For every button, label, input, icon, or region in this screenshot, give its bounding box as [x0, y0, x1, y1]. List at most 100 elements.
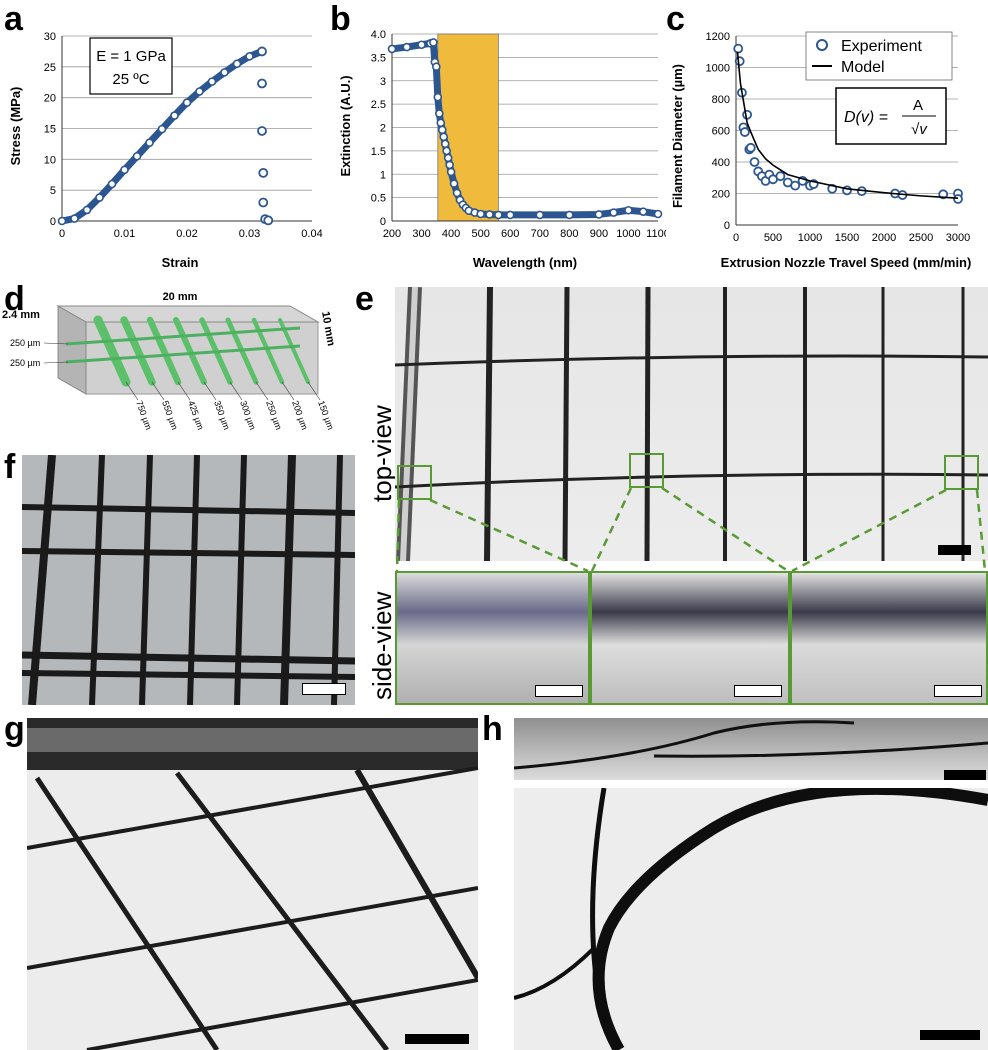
chart-a-point — [57, 216, 67, 226]
chart-b-ytick-label: 0 — [380, 216, 386, 228]
chart-a-point — [257, 78, 267, 89]
channel-row-2 — [65, 344, 301, 364]
chart-c-point — [790, 180, 801, 191]
chart-c-legend-label-experiment: Experiment — [841, 38, 922, 55]
chart-b-xtick-label: 800 — [560, 228, 578, 240]
chart-c-ytick-label: 600 — [712, 126, 730, 138]
scale-bar-h-bottom — [920, 1030, 980, 1040]
chart-c-legend-box — [805, 31, 953, 81]
chart-b-ytick-label: 1 — [380, 169, 386, 181]
channel-leader — [125, 381, 139, 401]
chart-b-ytick-label: 2 — [380, 123, 386, 135]
chart-c-equation-numerator: A — [913, 97, 923, 114]
chart-b-point — [452, 188, 462, 198]
chart-b-ytick-label: 0.5 — [371, 193, 386, 205]
chart-c-legend-label-model: Model — [841, 59, 885, 76]
zoom-box-right — [944, 455, 979, 490]
chart-a-ytick-label: 20 — [44, 93, 56, 105]
chart-a-xtick-label: 0.03 — [239, 228, 260, 240]
panel-h-bottom-vessels — [514, 788, 988, 1050]
panel-h-top-vessels — [514, 720, 988, 770]
chart-b-point — [429, 38, 438, 47]
chart-a-point — [257, 126, 267, 136]
chart-a-xtick-label: 0.04 — [301, 228, 322, 240]
chart-a-point — [232, 59, 242, 69]
chart-c-xlabel: Extrusion Nozzle Travel Speed (mm/min) — [721, 255, 972, 270]
panel-g-grid — [27, 718, 478, 1050]
chart-b-point — [505, 210, 515, 220]
chart-a-ticks: 0 5 10 15 20 25 30 0 0.01 0.02 0.03 0.04 — [44, 31, 323, 240]
chart-a-point — [258, 167, 269, 178]
chart-a-point — [145, 138, 154, 147]
chart-b-xtick-label: 200 — [383, 228, 401, 240]
chart-a-point — [257, 46, 267, 57]
chart-b-point — [449, 179, 459, 188]
chart-b-xtick-label: 500 — [471, 228, 489, 240]
channel-column — [146, 316, 182, 386]
chart-a-point — [157, 124, 167, 134]
chart-a-point — [263, 215, 274, 226]
channel-column — [173, 317, 207, 385]
chart-c-xtick-label: 1000 — [798, 232, 822, 244]
chart-b-xtick-label: 600 — [501, 228, 519, 240]
panel-letter-e: e — [355, 280, 374, 318]
chart-b-xtick-label: 300 — [412, 228, 430, 240]
chart-a-annotation-line-1: E = 1 GPa — [96, 48, 166, 65]
block-left-face — [57, 305, 87, 395]
chart-a-stress-strain: 0 5 10 15 20 25 30 0 0.01 0.02 0.03 0.04 Strain Str… — [8, 31, 323, 270]
chart-b-point — [432, 62, 441, 72]
row-leader-1 — [43, 342, 69, 345]
chart-a-ylabel: Stress (MPa) — [8, 87, 23, 166]
panel-letter-g: g — [4, 710, 25, 748]
chart-a-point — [258, 197, 269, 208]
chart-a-annotation-box — [89, 37, 173, 95]
chart-a-point — [107, 179, 117, 189]
chart-c-ytick-label: 1200 — [706, 31, 730, 43]
chart-a-xtick-label: 0.01 — [114, 228, 135, 240]
chart-a-ytick-label: 15 — [44, 124, 56, 136]
chart-b-point — [494, 210, 503, 220]
row-label-1: 250 µm — [10, 338, 40, 348]
chart-b-ytick-label: 4.0 — [371, 29, 386, 41]
chart-b-extinction: 0 0.5 1 1.5 2 2.5 3 3.5 4.0 200 300 400 500 600 700 800… — [338, 29, 666, 270]
chart-c-equation-denominator: √v — [911, 121, 928, 138]
chart-a-ytick-label: 5 — [50, 185, 56, 197]
panel-letter-f: f — [4, 448, 16, 486]
chart-a-xtick-label: 0.02 — [176, 228, 197, 240]
channel-leader — [229, 381, 243, 401]
dim-width-label: 20 mm — [163, 291, 198, 303]
scale-bar-f — [302, 683, 346, 695]
chart-a-point — [120, 165, 129, 175]
zoom-box-middle — [629, 453, 664, 488]
chart-c-point — [938, 189, 949, 200]
chart-b-point — [402, 42, 412, 52]
chart-b-point — [565, 210, 574, 220]
chart-c-point — [953, 194, 963, 204]
chart-b-xtick-label: 400 — [442, 228, 460, 240]
panel-letter-d: d — [4, 280, 25, 318]
panel-letter-b: b — [330, 0, 351, 38]
panel-letter-c: c — [666, 0, 685, 38]
chart-c-point — [739, 127, 750, 137]
scale-bar-side-3 — [934, 685, 982, 697]
chart-a-marks — [57, 46, 274, 226]
scale-bar-e-top — [938, 545, 971, 555]
chart-a-point — [170, 111, 179, 120]
chart-b-xtick-label: 1100 — [646, 228, 666, 240]
chart-b-point — [485, 210, 494, 219]
chart-a-ytick-label: 30 — [44, 31, 56, 43]
chart-c-legend-marker-experiment — [816, 39, 828, 51]
channel-leader — [151, 381, 165, 401]
chart-b-ylabel: Extinction (A.U.) — [338, 75, 353, 176]
channel-leader — [177, 381, 191, 401]
chart-a-xlabel: Strain — [162, 255, 199, 270]
channel-leader — [307, 381, 321, 401]
scale-bar-g — [405, 1034, 469, 1044]
chart-a-point — [220, 68, 229, 77]
chart-b-point — [594, 210, 604, 219]
chart-c-equation-lhs: D(v) = — [844, 109, 888, 126]
chart-c-xtick-label: 0 — [733, 232, 739, 244]
chart-c-ytick-label: 400 — [712, 157, 730, 169]
chart-b-ytick-label: 3.5 — [371, 52, 386, 64]
